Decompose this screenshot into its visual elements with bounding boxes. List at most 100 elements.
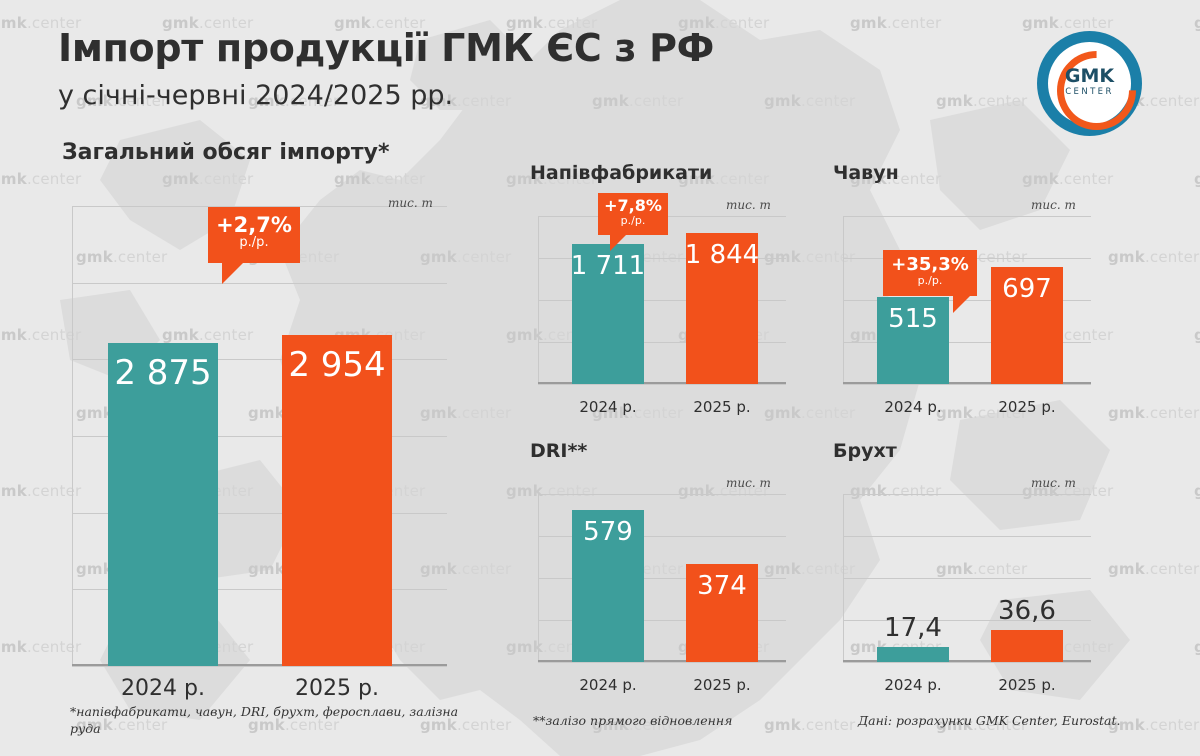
chart-title-semis: Напівфабрикати — [530, 162, 713, 184]
x-axis-label: 2024 р. — [884, 398, 942, 416]
x-axis-label: 2024 р. — [579, 676, 637, 694]
footnote-middle: **залізо прямого відновлення — [533, 713, 733, 728]
callout-tail — [953, 296, 970, 313]
bar-value-label: 1 844 — [684, 240, 760, 270]
page-subtitle: у січні-червні 2024/2025 рр. — [58, 80, 454, 111]
x-axis-line — [72, 664, 447, 666]
gridline — [72, 666, 447, 667]
y-axis-unit: тис. т — [388, 196, 433, 210]
gridline — [538, 300, 786, 301]
gridline — [843, 216, 1091, 217]
callout-period: р./р. — [239, 235, 269, 251]
chart-title-scrap: Брухт — [833, 440, 897, 462]
gridline — [843, 384, 1091, 385]
x-axis-line — [843, 382, 1091, 384]
gridline — [538, 384, 786, 385]
change-callout-pigiron: +35,3% р./р. — [883, 250, 977, 313]
bar-value-label: 2 875 — [114, 353, 212, 393]
bar-value-label: 697 — [1002, 274, 1052, 304]
gridline — [72, 206, 447, 207]
chart-dri: 579 374 — [538, 494, 786, 663]
y-axis-unit: тис. т — [726, 198, 771, 212]
y-axis-line — [843, 494, 844, 662]
y-axis-line — [538, 494, 539, 662]
gridline — [843, 578, 1091, 579]
gridline — [843, 342, 1091, 343]
callout-tail — [222, 263, 243, 284]
plot-area: 17,4 36,6 — [843, 494, 1091, 663]
logo-inner-disc — [1048, 42, 1131, 125]
gridline — [72, 359, 447, 360]
chart-title-total: Загальний обсяг імпорту* — [62, 140, 390, 165]
gridline — [538, 536, 786, 537]
gridline — [538, 620, 786, 621]
bar-total-2024 — [108, 343, 218, 666]
chart-title-dri: DRI** — [530, 440, 588, 462]
bar-pigiron-2025 — [991, 267, 1063, 384]
x-axis-label: 2025 р. — [998, 676, 1056, 694]
callout-tail — [610, 235, 626, 251]
x-axis-label: 2025 р. — [295, 676, 379, 701]
y-axis-line — [538, 216, 539, 384]
footnote-left: *напівфабрикати, чавун, DRI, брухт, феро… — [70, 704, 459, 736]
gridline — [72, 283, 447, 284]
x-axis-label: 2024 р. — [579, 398, 637, 416]
callout-percent: +35,3% — [891, 254, 969, 275]
chart-total: 2 875 2 954 — [72, 206, 447, 667]
x-axis-label: 2025 р. — [998, 398, 1056, 416]
x-axis-line — [843, 660, 1091, 662]
gmk-center-logo: GMK CENTER — [1037, 31, 1153, 147]
y-axis-unit: тис. т — [1031, 476, 1076, 490]
bar-dri-2024 — [572, 510, 644, 662]
bar-total-2025 — [282, 335, 392, 666]
bar-semis-2024 — [572, 244, 644, 384]
gridline — [843, 620, 1091, 621]
gridline — [538, 258, 786, 259]
callout-period: р./р. — [917, 273, 943, 287]
gridline — [72, 513, 447, 514]
bar-value-label: 36,6 — [998, 596, 1056, 626]
bar-dri-2025 — [686, 564, 758, 662]
footnote-right: Дані: розрахунки GMK Center, Eurostat. — [858, 713, 1121, 728]
logo-subtext: CENTER — [1065, 87, 1114, 97]
change-callout-semis: +7,8% р./р. — [598, 193, 668, 251]
bar-scrap-2025 — [991, 630, 1063, 662]
bar-value-label: 2 954 — [288, 345, 386, 385]
x-axis-label: 2024 р. — [121, 676, 205, 701]
gridline — [72, 436, 447, 437]
x-axis-label: 2025 р. — [693, 398, 751, 416]
gridline — [538, 494, 786, 495]
bar-value-label: 579 — [583, 517, 633, 547]
chart-title-pigiron: Чавун — [833, 162, 899, 184]
x-axis-label: 2024 р. — [884, 676, 942, 694]
gridline — [843, 494, 1091, 495]
logo-wordmark: GMK — [1064, 65, 1115, 87]
bar-pigiron-2024 — [877, 297, 949, 384]
y-axis-unit: тис. т — [1031, 198, 1076, 212]
bar-value-label: 374 — [697, 571, 747, 601]
x-axis-line — [538, 660, 786, 662]
gridline — [538, 342, 786, 343]
callout-period: р./р. — [620, 213, 646, 227]
gridline — [843, 536, 1091, 537]
gridline — [538, 578, 786, 579]
gridline — [72, 589, 447, 590]
plot-area: 1 711 1 844 — [538, 216, 786, 385]
y-axis-line — [72, 206, 73, 666]
y-axis-unit: тис. т — [726, 476, 771, 490]
plot-area: 2 875 2 954 — [72, 206, 447, 667]
chart-semis: 1 711 1 844 — [538, 216, 786, 385]
page-title: Імпорт продукції ГМК ЄС з РФ — [58, 26, 715, 70]
gridline — [538, 662, 786, 663]
bar-semis-2025 — [686, 233, 758, 384]
bar-value-label: 1 711 — [570, 251, 646, 281]
callout-percent: +7,8% — [604, 196, 662, 215]
chart-scrap: 17,4 36,6 — [843, 494, 1091, 663]
change-callout-total: +2,7% р./р. — [208, 207, 300, 284]
y-axis-line — [843, 216, 844, 384]
gridline — [843, 662, 1091, 663]
x-axis-label: 2025 р. — [693, 676, 751, 694]
bar-value-label: 17,4 — [884, 613, 942, 643]
callout-percent: +2,7% — [216, 213, 292, 237]
bar-value-label: 515 — [888, 304, 938, 334]
